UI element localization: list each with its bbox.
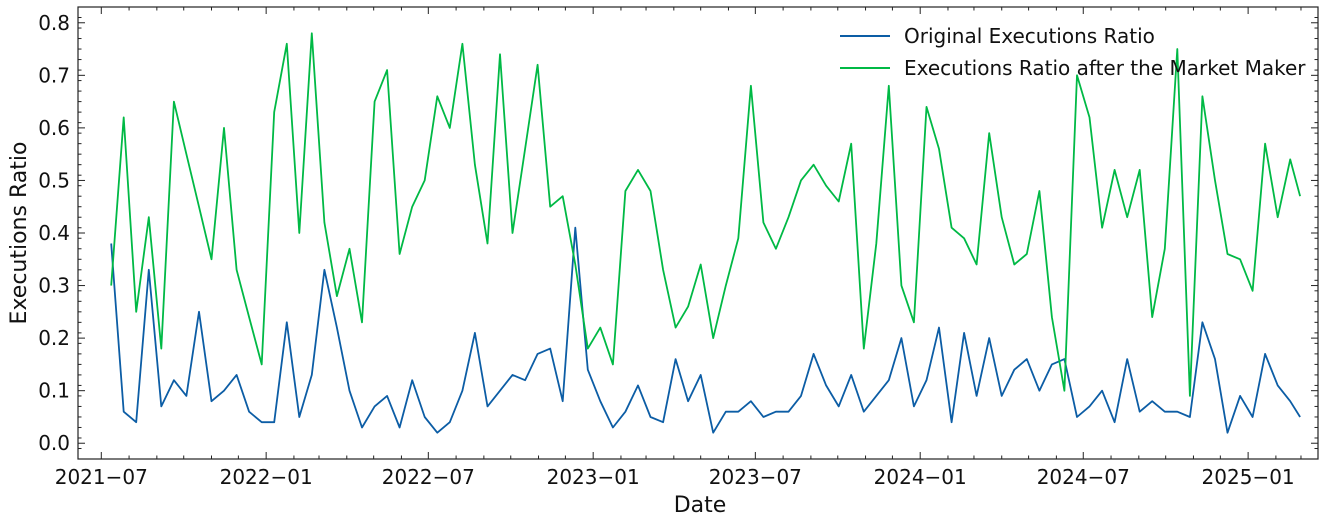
x-tick-label: 2024−01 [874, 465, 967, 489]
x-tick-label: 2022−01 [220, 465, 313, 489]
series-line-2 [110, 32, 1301, 397]
plot-area [110, 32, 1301, 434]
x-tick-label: 2024−07 [1037, 465, 1130, 489]
y-tick-label: 0.6 [38, 116, 70, 140]
x-tick-label: 2025−01 [1202, 465, 1295, 489]
y-tick-label: 0.5 [38, 168, 70, 192]
series-line-1 [110, 226, 1301, 434]
y-tick-label: 0.7 [38, 63, 70, 87]
legend-label-2: Executions Ratio after the Market Maker [904, 56, 1306, 80]
x-tick-label: 2023−01 [547, 465, 640, 489]
y-axis-label: Executions Ratio [7, 142, 32, 325]
x-tick-label: 2023−07 [709, 465, 802, 489]
legend: Original Executions Ratio Executions Rati… [840, 24, 1306, 80]
x-axis-label: Date [674, 493, 727, 518]
y-tick-label: 0.1 [38, 379, 70, 403]
axes: 0.0 0.1 0.2 0.3 0.4 0.5 0.6 0.7 0.8 2021−07 2022−0… [38, 6, 1319, 489]
y-tick-label: 0.0 [38, 431, 70, 455]
y-tick-label: 0.2 [38, 326, 70, 350]
y-tick-label: 0.8 [38, 11, 70, 35]
y-tick-label: 0.3 [38, 274, 70, 298]
legend-label-1: Original Executions Ratio [904, 24, 1155, 48]
x-tick-label: 2021−07 [55, 465, 148, 489]
x-tick-label: 2022−07 [382, 465, 475, 489]
y-tick-label: 0.4 [38, 221, 70, 245]
